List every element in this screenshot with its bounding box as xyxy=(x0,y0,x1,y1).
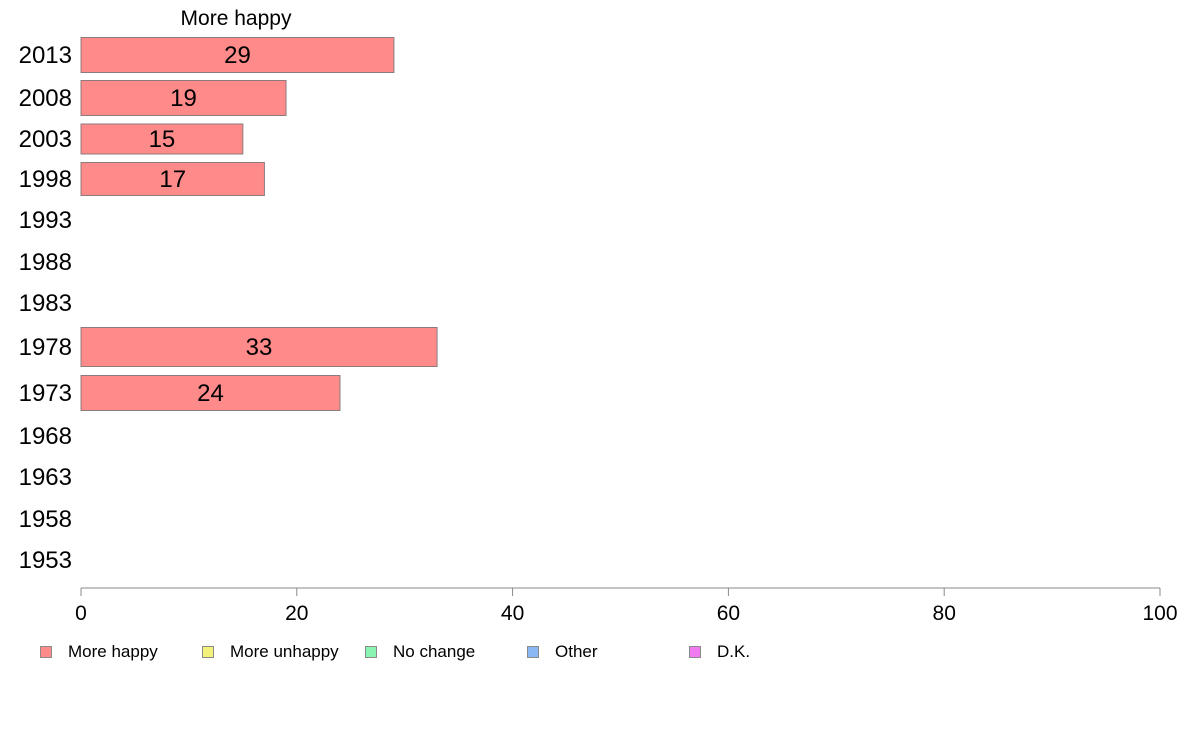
legend-label-no-change: No change xyxy=(393,642,476,661)
legend-label-other: Other xyxy=(555,642,598,661)
bar-value-label-2003: 15 xyxy=(149,126,176,153)
y-tick-label-2008: 2008 xyxy=(19,85,72,112)
y-tick-label-1988: 1988 xyxy=(19,249,72,276)
chart-title: More happy xyxy=(181,7,292,30)
y-tick-label-1953: 1953 xyxy=(19,547,72,574)
y-tick-label-1978: 1978 xyxy=(19,334,72,361)
legend-item-dk: D.K. xyxy=(689,640,750,664)
y-tick-label-1958: 1958 xyxy=(19,506,72,533)
legend-item-other: Other xyxy=(527,640,598,664)
bar-2003 xyxy=(80,123,244,155)
legend-item-no-change: No change xyxy=(365,640,475,664)
y-tick-label-1968: 1968 xyxy=(19,423,72,450)
legend-swatch-no-change xyxy=(365,646,377,658)
legend: More happy More unhappy No change Other … xyxy=(0,640,1188,664)
x-tick-label-0: 0 xyxy=(75,602,87,625)
legend-label-dk: D.K. xyxy=(717,642,751,661)
bar-value-label-1973: 24 xyxy=(197,380,224,407)
x-tick-label-20: 20 xyxy=(285,602,308,625)
legend-item-more-unhappy: More unhappy xyxy=(202,640,339,664)
bar-value-label-2008: 19 xyxy=(170,85,197,112)
x-tick-label-100: 100 xyxy=(1142,602,1177,625)
legend-label-more-unhappy: More unhappy xyxy=(230,642,339,661)
y-tick-label-1983: 1983 xyxy=(19,290,72,317)
x-axis-ticks: 0 20 40 60 80 100 xyxy=(75,588,1178,625)
y-tick-label-2013: 2013 xyxy=(19,42,72,69)
bar-1998 xyxy=(80,162,265,196)
legend-swatch-dk xyxy=(689,646,701,658)
legend-label-more-happy: More happy xyxy=(68,642,158,661)
x-tick-label-60: 60 xyxy=(717,602,740,625)
y-tick-label-2003: 2003 xyxy=(19,126,72,153)
bar-chart: More happy 29 19 15 17 33 24 2013 2008 2003 1998… xyxy=(19,7,1178,625)
y-tick-label-1998: 1998 xyxy=(19,166,72,193)
legend-swatch-other xyxy=(527,646,539,658)
bar-labels-layer: 29 19 15 17 33 24 xyxy=(149,42,273,407)
y-axis-tick-labels: 2013 2008 2003 1998 1993 1988 1983 1978 1973 1968… xyxy=(19,42,72,574)
legend-swatch-more-unhappy xyxy=(202,646,214,658)
x-tick-label-80: 80 xyxy=(933,602,956,625)
bar-value-label-1978: 33 xyxy=(246,334,273,361)
legend-swatch-more-happy xyxy=(40,646,52,658)
bar-1973 xyxy=(80,375,341,411)
legend-item-more-happy: More happy xyxy=(40,640,158,664)
x-tick-label-40: 40 xyxy=(501,602,524,625)
bar-1978 xyxy=(80,327,438,367)
bar-2013 xyxy=(80,37,395,73)
y-tick-label-1963: 1963 xyxy=(19,464,72,491)
bars-layer xyxy=(80,37,438,411)
y-tick-label-1993: 1993 xyxy=(19,207,72,234)
bar-value-label-2013: 29 xyxy=(224,42,251,69)
bar-2008 xyxy=(80,80,287,116)
bar-value-label-1998: 17 xyxy=(159,166,186,193)
y-tick-label-1973: 1973 xyxy=(19,380,72,407)
